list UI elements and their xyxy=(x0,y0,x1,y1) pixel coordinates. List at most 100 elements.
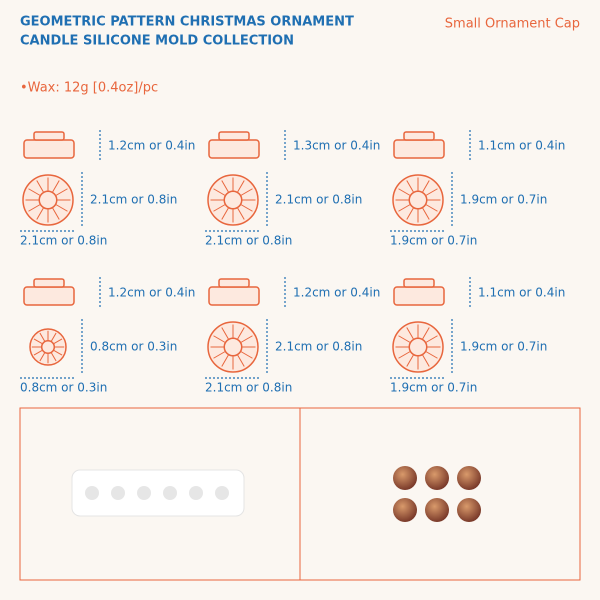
height-label: 1.2cm or 0.4in xyxy=(293,286,380,300)
pattern xyxy=(398,350,411,359)
pattern xyxy=(213,203,226,212)
mold-body xyxy=(71,469,245,517)
pattern xyxy=(51,207,60,220)
top-inner xyxy=(408,337,428,357)
title-line: CANDLE SILICONE MOLD COLLECTION xyxy=(20,34,294,49)
mold-hole xyxy=(163,486,177,500)
pattern xyxy=(240,203,253,212)
ornament xyxy=(393,466,417,490)
pattern xyxy=(406,327,415,340)
pattern xyxy=(33,338,43,345)
pattern xyxy=(221,354,230,367)
pattern xyxy=(406,354,415,367)
side-view xyxy=(393,286,445,306)
pattern xyxy=(53,338,63,345)
ornament xyxy=(425,498,449,522)
width-label: 0.8cm or 0.3in xyxy=(20,381,107,395)
diameter-label: 2.1cm or 0.8in xyxy=(275,193,362,207)
pattern xyxy=(398,203,411,212)
ornament xyxy=(457,498,481,522)
pattern xyxy=(406,207,415,220)
mold-hole xyxy=(215,486,229,500)
mold-hole xyxy=(85,486,99,500)
side-view xyxy=(23,139,75,159)
pattern xyxy=(39,352,46,362)
top-inner xyxy=(38,190,58,210)
pattern xyxy=(28,203,41,212)
pattern xyxy=(50,352,57,362)
pattern xyxy=(33,349,43,356)
top-inner xyxy=(223,337,243,357)
diameter-label: 2.1cm or 0.8in xyxy=(275,340,362,354)
item: 1.2cm or 0.4in 2.1cm or 0.8in 2.1cm or 0.8… xyxy=(20,130,195,248)
item: 1.2cm or 0.4in 2.1cm or 0.8in 2.1cm or 0.8… xyxy=(205,277,380,395)
pattern xyxy=(425,335,438,344)
pattern xyxy=(221,327,230,340)
pattern xyxy=(39,332,46,342)
width-label: 1.9cm or 0.7in xyxy=(390,381,477,395)
top-inner xyxy=(40,339,56,355)
ornament xyxy=(457,466,481,490)
pattern xyxy=(28,188,41,197)
pattern xyxy=(36,207,45,220)
height-label: 1.1cm or 0.4in xyxy=(478,139,565,153)
pattern xyxy=(425,203,438,212)
side-top xyxy=(33,131,65,141)
side-top xyxy=(218,131,250,141)
side-view xyxy=(393,139,445,159)
item: 1.1cm or 0.4in 1.9cm or 0.7in 1.9cm or 0.7… xyxy=(390,130,565,248)
top-inner xyxy=(223,190,243,210)
side-top xyxy=(33,278,65,288)
mold xyxy=(71,469,245,517)
ornament xyxy=(393,498,417,522)
width-label: 2.1cm or 0.8in xyxy=(205,381,292,395)
mold-hole xyxy=(189,486,203,500)
pattern xyxy=(398,188,411,197)
mold-hole xyxy=(111,486,125,500)
pattern xyxy=(240,350,253,359)
pattern xyxy=(36,180,45,193)
height-label: 1.2cm or 0.4in xyxy=(108,286,195,300)
pattern xyxy=(221,180,230,193)
width-label: 1.9cm or 0.7in xyxy=(390,234,477,248)
width-label: 2.1cm or 0.8in xyxy=(20,234,107,248)
title-line: GEOMETRIC PATTERN CHRISTMAS ORNAMENT xyxy=(20,15,354,30)
pattern xyxy=(398,335,411,344)
pattern xyxy=(213,188,226,197)
pattern xyxy=(421,354,430,367)
pattern xyxy=(55,203,68,212)
pattern xyxy=(213,350,226,359)
pattern xyxy=(236,327,245,340)
mold-hole xyxy=(137,486,151,500)
pattern xyxy=(421,180,430,193)
pattern xyxy=(425,350,438,359)
pattern xyxy=(213,335,226,344)
height-label: 1.2cm or 0.4in xyxy=(108,139,195,153)
pattern xyxy=(406,180,415,193)
pattern xyxy=(55,188,68,197)
top-inner xyxy=(408,190,428,210)
pattern xyxy=(53,349,63,356)
wax: •Wax: 12g [0.4oz]/pc xyxy=(20,81,158,96)
side-view xyxy=(208,139,260,159)
tag: Small Ornament Cap xyxy=(445,17,580,32)
pattern xyxy=(425,188,438,197)
item: 1.1cm or 0.4in 1.9cm or 0.7in 1.9cm or 0.7… xyxy=(390,277,565,395)
pattern xyxy=(421,207,430,220)
pattern xyxy=(421,327,430,340)
item: 1.3cm or 0.4in 2.1cm or 0.8in 2.1cm or 0.8… xyxy=(205,130,380,248)
side-view xyxy=(208,286,260,306)
item: 1.2cm or 0.4in 0.8cm or 0.3in 0.8cm or 0.3… xyxy=(20,277,195,395)
ornament xyxy=(425,466,449,490)
side-top xyxy=(218,278,250,288)
side-view xyxy=(23,286,75,306)
pattern xyxy=(236,180,245,193)
items: 1.2cm or 0.4in 2.1cm or 0.8in 2.1cm or 0.8… xyxy=(20,130,565,395)
diameter-label: 0.8cm or 0.3in xyxy=(90,340,177,354)
diameter-label: 2.1cm or 0.8in xyxy=(90,193,177,207)
diameter-label: 1.9cm or 0.7in xyxy=(460,340,547,354)
pattern xyxy=(51,180,60,193)
side-top xyxy=(403,131,435,141)
pattern xyxy=(236,207,245,220)
